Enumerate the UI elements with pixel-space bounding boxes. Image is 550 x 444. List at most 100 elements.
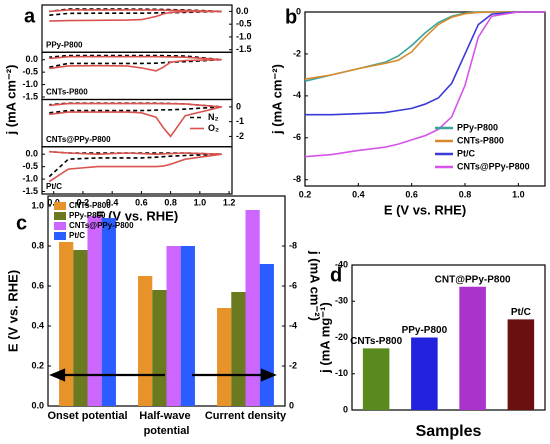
arrow-head <box>49 368 66 382</box>
y-tick-label: -4 <box>293 90 301 100</box>
y-tick-label: -0.5 <box>22 161 38 171</box>
x-tick-label: 1.0 <box>512 189 525 199</box>
axis-label: E (V vs. RHE) <box>96 208 178 223</box>
legend-label: Pt/C <box>69 231 85 240</box>
panel-label: b <box>285 6 297 28</box>
y-tick-label: -0.5 <box>22 67 38 77</box>
y-tick-label: -2 <box>289 360 297 370</box>
label-line: potential <box>144 425 190 437</box>
bar-label: PPy-P800 <box>402 325 448 336</box>
line <box>304 11 545 82</box>
x-tick-label: Half-wave potential <box>139 410 193 437</box>
axis-label: j (mA cm⁻²) <box>308 250 323 321</box>
bar <box>73 250 88 406</box>
panel-label: d <box>330 264 342 286</box>
arrow-head <box>260 368 277 382</box>
legend-label: CNTs@PPy-P800 <box>457 161 530 171</box>
y-tick-label: -2 <box>236 131 244 141</box>
bar <box>217 308 232 406</box>
axis-label: j (mA cm⁻²) <box>269 64 284 135</box>
axis-frame <box>41 146 233 195</box>
legend-label: N₂ <box>208 112 219 122</box>
y-tick-label: 0.2 <box>31 360 44 370</box>
legend-label: CNTs-P800 <box>457 135 504 145</box>
bar <box>138 276 153 406</box>
bar-label: Pt/C <box>511 307 531 318</box>
legend-swatch <box>54 222 66 230</box>
line <box>49 9 222 22</box>
line <box>48 150 222 178</box>
y-tick-label: 0.6 <box>31 280 44 290</box>
subplot-label: CNTs-P800 <box>46 88 88 97</box>
y-tick-label: 1.0 <box>31 200 44 210</box>
y-tick-label: 0.4 <box>31 320 44 330</box>
axis-label: Samples <box>416 423 482 440</box>
y-tick-label: -1.0 <box>22 173 38 183</box>
x-tick-label: Current density <box>205 410 287 422</box>
y-tick-label: 0.0 <box>236 6 249 16</box>
line <box>305 11 545 116</box>
bar <box>362 348 390 410</box>
y-tick-label: 0 <box>236 101 241 111</box>
legend-swatch <box>54 202 66 210</box>
bar <box>231 292 246 406</box>
legend-swatch <box>54 232 66 240</box>
y-tick-label: -2 <box>293 48 301 58</box>
x-tick-label: 0.0 <box>47 197 60 207</box>
legend-label: PPy-P800 <box>69 211 106 220</box>
y-tick-label: -0.5 <box>236 19 252 29</box>
y-tick-label: 0.0 <box>31 400 44 410</box>
y-tick-label: -20 <box>335 332 348 342</box>
y-tick-label: 0 <box>296 6 301 16</box>
bar <box>411 337 438 410</box>
y-tick-label: 0.0 <box>25 149 38 159</box>
legend-label: PPy-P800 <box>457 122 498 132</box>
x-tick-label: 0.4 <box>106 197 119 207</box>
y-tick-label: -1.5 <box>236 44 252 54</box>
axis-label: E (V vs. RHE) <box>5 270 20 352</box>
y-tick-label: -1.0 <box>236 31 252 41</box>
legend-label: O₂ <box>208 123 219 133</box>
y-tick-label: -1.5 <box>22 91 38 101</box>
arrows <box>49 368 277 382</box>
subplot-label: PPy-P800 <box>46 40 83 49</box>
y-tick-label: 0 <box>289 400 294 410</box>
y-tick-label: -40 <box>335 259 348 269</box>
x-tick-label: 0.8 <box>459 189 472 199</box>
axis-label: E (V vs. RHE) <box>384 202 466 217</box>
x-tick-label: 1.0 <box>194 197 207 207</box>
bar <box>507 319 535 410</box>
axis-label: j (mA mg⁻¹) <box>317 302 332 374</box>
label-line: Half-wave <box>139 410 193 422</box>
legend-swatch <box>54 212 66 220</box>
bar <box>87 216 102 406</box>
bar-label: CNT@PPy-P800 <box>435 274 511 285</box>
y-tick-label: -1.0 <box>22 79 38 89</box>
legend-label: CNTs@PPy-P800 <box>69 221 134 230</box>
panel-label: a <box>24 5 36 27</box>
bar-label: CNTs-P800 <box>350 336 402 347</box>
panel-label: c <box>16 212 27 234</box>
line <box>49 55 222 72</box>
y-tick-label: 0.8 <box>31 240 44 250</box>
y-tick-label: 0 <box>343 404 348 414</box>
y-tick-label: -8 <box>293 174 301 184</box>
bar <box>101 218 116 406</box>
axis-label: j (mA cm⁻²) <box>3 65 18 136</box>
y-tick-label: -6 <box>289 280 297 290</box>
legend-label: CNTs-P800 <box>69 201 111 210</box>
bar <box>59 242 74 406</box>
bar <box>166 246 181 406</box>
line <box>49 102 222 138</box>
x-tick-label: 0.8 <box>164 197 177 207</box>
x-tick-label: 0.6 <box>405 189 418 199</box>
bar <box>459 286 486 410</box>
bar <box>180 246 195 406</box>
y-tick-label: -6 <box>293 132 301 142</box>
x-tick-label: 0.4 <box>352 189 365 199</box>
line <box>304 11 545 80</box>
line <box>304 11 545 158</box>
y-tick-label: -8 <box>289 240 297 250</box>
y-tick-label: -30 <box>335 296 348 306</box>
